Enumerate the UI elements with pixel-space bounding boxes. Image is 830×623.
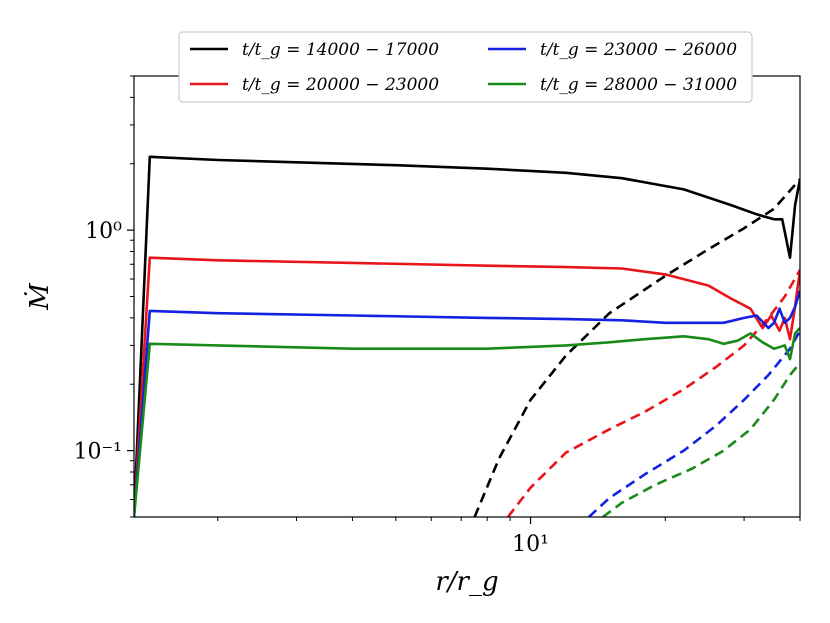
series-line-7-solid [134,327,800,517]
y-tick-label: 10⁻¹ [74,440,122,465]
axes-layer: 10¹ 10⁰ 10⁻¹ r/r_g Ṁ [24,75,801,597]
series-line-2-dashed [473,178,800,517]
plot-frame [133,75,801,518]
series-line-4-dashed [506,269,800,517]
x-axis-label: r/r_g [435,567,498,597]
series-line-5-solid [134,290,800,517]
y-axis-label: Ṁ [24,282,55,311]
x-tick-label: 10¹ [512,532,549,557]
legend-label: t/t_g = 14000 − 17000 [242,40,439,60]
y-tick-label: 10⁰ [85,219,122,244]
series-layer [134,155,800,517]
series-line-8-dashed [602,362,800,517]
legend-label: t/t_g = 23000 − 26000 [540,40,737,60]
series-line-1-solid [134,155,800,517]
legend-box [178,31,753,103]
series-line-3-solid [134,256,800,517]
legend-label: t/t_g = 20000 − 23000 [242,75,439,95]
legend-label: t/t_g = 28000 − 31000 [540,75,737,95]
legend: t/t_g = 14000 − 17000 t/t_g = 20000 − 230… [178,31,753,103]
